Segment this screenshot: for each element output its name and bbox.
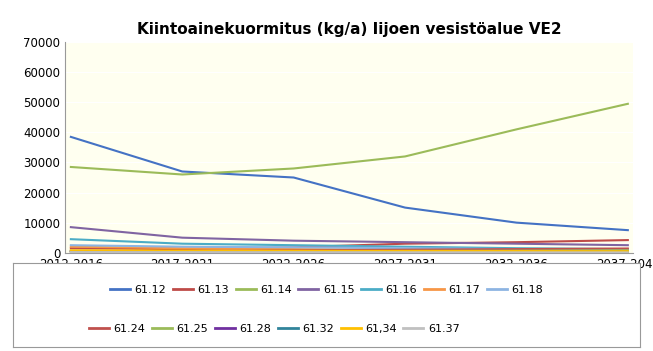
Legend: 61.12, 61.13, 61.14, 61.15, 61.16, 61.17, 61.18: 61.12, 61.13, 61.14, 61.15, 61.16, 61.17… xyxy=(106,281,547,300)
Title: Kiintoainekuormitus (kg/a) Iijoen vesistöalue VE2: Kiintoainekuormitus (kg/a) Iijoen vesist… xyxy=(137,22,562,37)
Legend: 61.24, 61.25, 61.28, 61.32, 61,34, 61.37: 61.24, 61.25, 61.28, 61.32, 61,34, 61.37 xyxy=(84,319,464,338)
